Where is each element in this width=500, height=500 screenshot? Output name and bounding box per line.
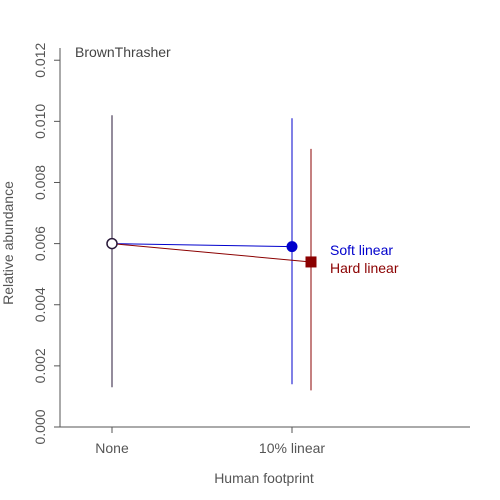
y-ticks: 0.000 0.002 0.004 0.006 0.008 0.010 0.012 <box>32 43 60 445</box>
x-axis-title: Human footprint <box>214 470 314 486</box>
x-tick-label-1: 10% linear <box>259 440 325 456</box>
y-axis-title: Relative abundance <box>0 181 16 305</box>
series-line-1 <box>111 243 312 263</box>
y-tick-label-5: 0.010 <box>32 104 48 139</box>
series-lines <box>111 243 312 263</box>
legend: Soft linear Hard linear <box>330 242 399 276</box>
y-tick-label-4: 0.008 <box>32 165 48 200</box>
y-tick-label-2: 0.004 <box>32 287 48 322</box>
data-points <box>106 237 317 268</box>
point-1 <box>305 256 317 268</box>
y-tick-label-1: 0.002 <box>32 348 48 383</box>
y-tick-label-0: 0.000 <box>32 409 48 444</box>
plot-title: BrownThrasher <box>75 44 171 60</box>
baseline-point <box>106 237 118 250</box>
y-tick-label-3: 0.006 <box>32 226 48 261</box>
x-ticks: None 10% linear <box>95 427 325 456</box>
legend-label-0: Soft linear <box>330 242 393 258</box>
legend-label-1: Hard linear <box>330 260 399 276</box>
point-0 <box>286 241 298 253</box>
x-tick-label-0: None <box>95 440 129 456</box>
y-tick-label-6: 0.012 <box>32 43 48 78</box>
series-line-0 <box>111 243 293 248</box>
